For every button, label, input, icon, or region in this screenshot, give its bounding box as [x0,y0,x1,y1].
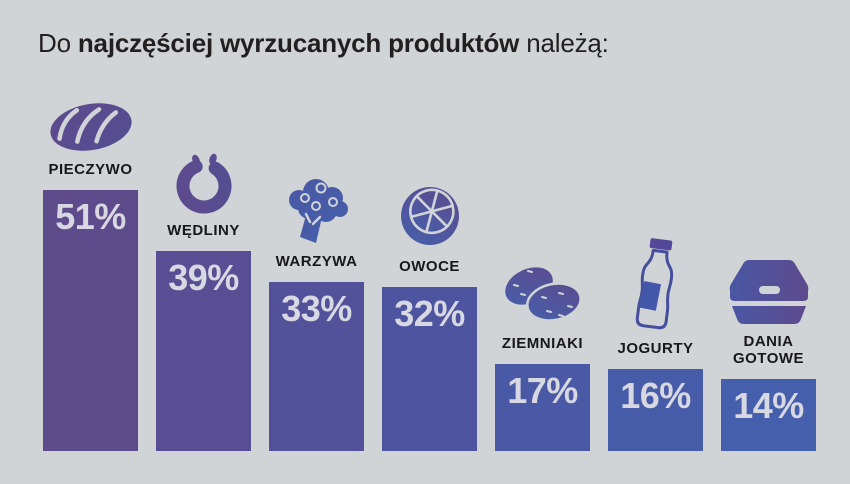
bar-chart: PIECZYWO 51% WĘDLINY 39% [43,101,816,451]
bar-column-owoce: OWOCE 32% [382,182,477,451]
category-label: WĘDLINY [167,222,240,239]
category-label: WARZYWA [275,253,358,270]
bar-column-ziemniaki: ZIEMNIAKI 17% [495,261,590,451]
page-title: Do najczęściej wyrzucanych produktów nal… [38,28,609,59]
bar-column-dania-gotowe: DANIA GOTOWE 14% [721,259,816,451]
bar-value-label: 17% [507,370,578,411]
category-label: JOGURTY [617,340,694,357]
bar-column-pieczywo: PIECZYWO 51% [43,101,138,451]
bar-column-jogurty: JOGURTY 16% [608,238,703,451]
broccoli-icon [282,175,352,245]
bar: 33% [269,282,364,451]
bread-icon [48,101,134,153]
category-label: OWOCE [399,258,460,275]
bar: 14% [721,379,816,451]
potatoes-icon [502,261,584,327]
bar: 32% [382,287,477,451]
bar-value-label: 32% [394,293,465,334]
title-lead: Do [38,28,78,58]
bar: 17% [495,364,590,451]
category-label: DANIA GOTOWE [732,333,805,367]
bar-value-label: 16% [620,375,691,416]
bar-column-wedliny: WĘDLINY 39% [156,150,251,451]
bar-value-label: 33% [281,288,352,329]
title-bold: najczęściej wyrzucanych produktów [77,28,520,58]
bar: 51% [43,190,138,451]
category-label: ZIEMNIAKI [501,335,584,352]
bar-column-warzywa: WARZYWA 33% [269,175,364,451]
citrus-slice-icon [398,182,462,250]
bar-value-label: 51% [55,196,126,237]
bar: 39% [156,251,251,451]
title-tail: należą: [519,28,609,58]
yogurt-bottle-icon [633,238,679,332]
bar: 16% [608,369,703,451]
sausage-ring-icon [175,150,233,214]
food-container-icon [723,259,815,325]
category-label: PIECZYWO [48,161,133,178]
bar-value-label: 39% [168,257,239,298]
bar-value-label: 14% [733,385,804,426]
